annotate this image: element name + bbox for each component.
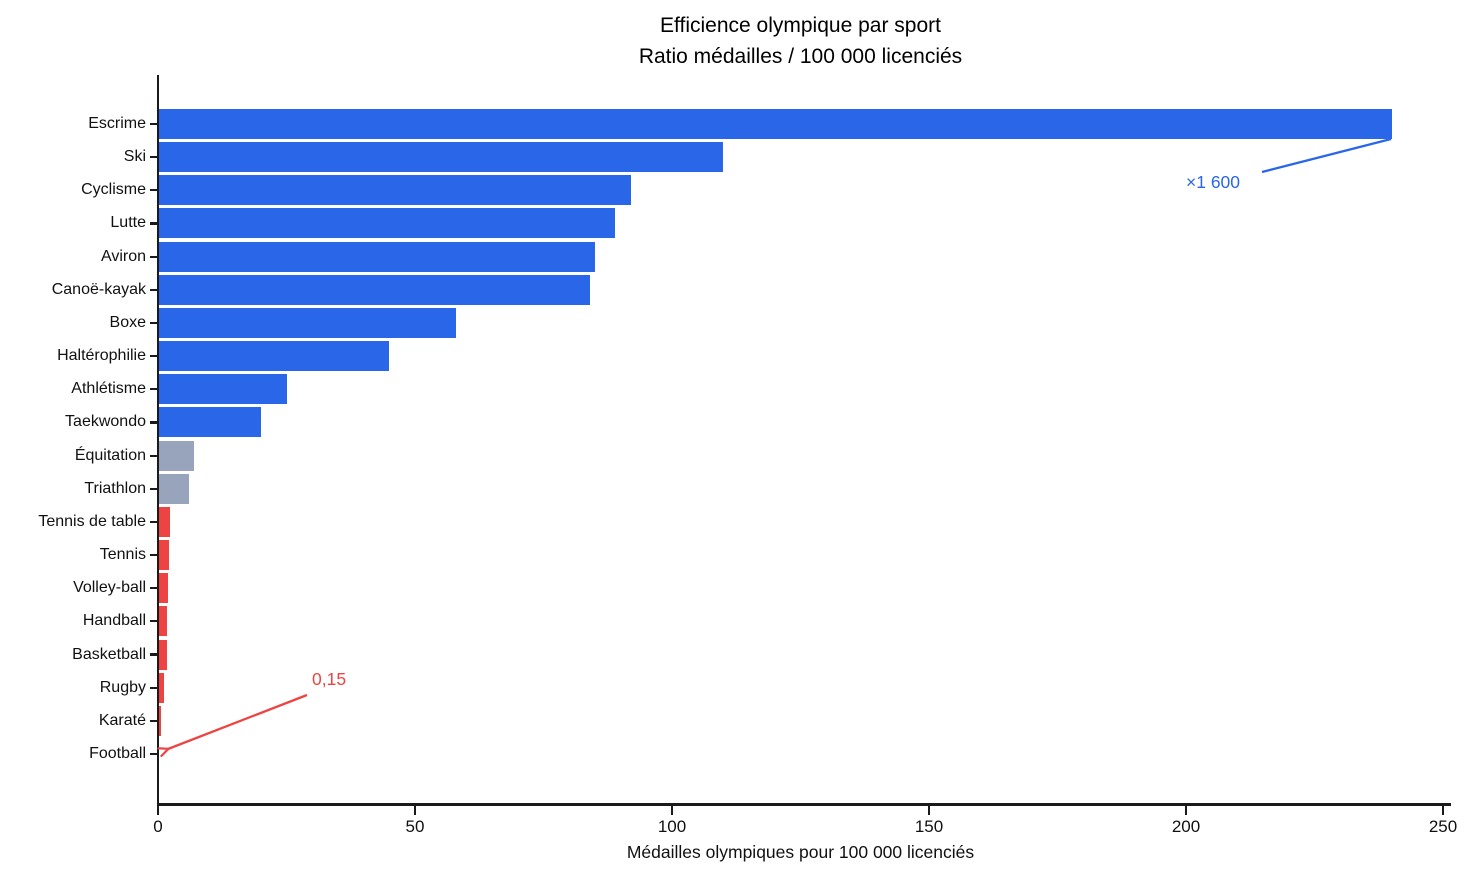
chart-title: Efficience olympique par sport Ratio méd… (158, 10, 1443, 72)
y-axis-tick (150, 520, 158, 523)
bar-ski (158, 142, 724, 173)
bar-basketball (158, 639, 167, 670)
y-axis-spine (156, 75, 159, 806)
bar-halterophilie (158, 341, 390, 372)
y-axis-tick (150, 122, 158, 126)
x-tick-label-150: 150 (914, 817, 944, 836)
y-axis-tick (150, 686, 158, 689)
y-tick-label-boxe: Boxe (109, 313, 146, 331)
bar-equitation (158, 440, 194, 471)
y-axis-tick (150, 620, 158, 623)
x-axis-title: Médailles olympiques pour 100 000 licenc… (626, 842, 975, 862)
y-tick-label-handball: Handball (82, 612, 146, 630)
y-tick-label-basketball: Basketball (72, 645, 146, 663)
y-tick-label-halterophilie: Haltérophilie (57, 347, 146, 365)
bar-taekwondo (158, 407, 261, 438)
x-axis-tick (413, 805, 417, 815)
y-axis-tick (150, 719, 158, 722)
chart-title-line1: Efficience olympique par sport (660, 14, 941, 37)
x-axis-tick (156, 805, 160, 815)
y-axis-tick (150, 355, 158, 358)
bar-escrime (158, 109, 1392, 139)
x-axis-tick (927, 805, 931, 815)
y-axis-tick (150, 454, 158, 457)
y-tick-label-ski: Ski (123, 148, 146, 166)
bar-lutte (158, 208, 616, 239)
y-tick-label-tennis-de-table: Tennis de table (38, 512, 146, 530)
bar-karate (158, 705, 162, 736)
bar-rugby (158, 672, 165, 703)
annotation-multiplier-label: ×1 600 (1186, 172, 1241, 192)
x-tick-label-100: 100 (657, 817, 687, 836)
y-axis-tick (150, 222, 158, 225)
bar-cyclisme (158, 175, 631, 206)
x-axis-tick (1441, 805, 1445, 815)
y-axis-tick (150, 421, 158, 424)
y-tick-label-rugby: Rugby (99, 678, 146, 696)
y-tick-label-lutte: Lutte (110, 214, 146, 232)
x-axis-spine (156, 803, 1451, 806)
y-axis-tick (150, 553, 158, 557)
football-arrow (168, 693, 308, 749)
y-tick-label-canoe-kayak: Canoë-kayak (51, 280, 146, 298)
y-axis-tick (150, 156, 158, 159)
x-axis-tick (670, 805, 674, 815)
bar-boxe (158, 307, 457, 338)
x-axis-tick (1184, 805, 1188, 815)
chart-title-line2: Ratio médailles / 100 000 licenciés (638, 45, 963, 68)
x-tick-label-0: 0 (153, 817, 163, 836)
y-axis-tick (150, 189, 158, 192)
y-tick-label-tennis: Tennis (99, 546, 146, 564)
y-axis-tick (150, 653, 158, 656)
y-axis-tick (150, 255, 158, 258)
x-tick-label-200: 200 (1171, 817, 1201, 836)
bar-athletisme (158, 374, 287, 405)
y-tick-label-triathlon: Triathlon (84, 479, 146, 497)
y-axis-tick (150, 321, 158, 325)
y-tick-label-athletisme: Athlétisme (71, 380, 146, 398)
y-axis-tick (150, 288, 158, 291)
y-tick-label-escrime: Escrime (88, 115, 146, 132)
y-tick-label-aviron: Aviron (100, 247, 146, 265)
bar-aviron (158, 241, 595, 272)
x-tick-label-250: 250 (1428, 817, 1458, 836)
y-axis-tick (150, 487, 158, 490)
y-tick-label-football: Football (89, 745, 146, 763)
y-axis-tick (150, 752, 158, 756)
bar-tennis-de-table (158, 506, 170, 537)
bar-triathlon (158, 473, 189, 504)
y-tick-label-volley-ball: Volley-ball (73, 579, 146, 597)
bar-volley-ball (158, 573, 168, 604)
y-axis-tick (150, 587, 158, 590)
y-axis-tick (150, 388, 158, 391)
y-tick-label-taekwondo: Taekwondo (65, 413, 146, 431)
bar-handball (158, 606, 168, 637)
y-tick-label-cyclisme: Cyclisme (81, 181, 146, 199)
bar-tennis (158, 540, 169, 571)
y-tick-label-karate: Karaté (98, 711, 146, 729)
annotation-min-value-label: 0,15 (312, 669, 347, 689)
bar-canoe-kayak (158, 274, 590, 305)
y-tick-label-equitation: Équitation (74, 446, 146, 464)
x-tick-label-50: 50 (405, 817, 425, 836)
escrime-leader-line (1261, 137, 1392, 174)
